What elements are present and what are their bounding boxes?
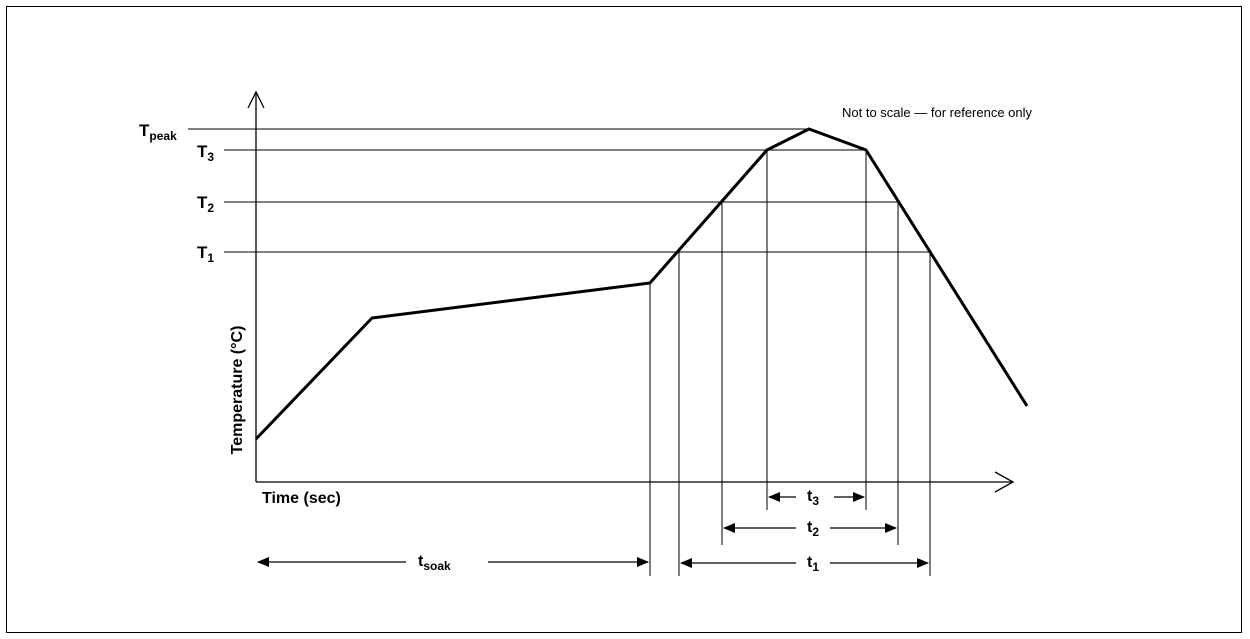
t-soak-interval: tsoak: [257, 553, 649, 573]
t3-interval-label: t3: [807, 488, 819, 508]
y-axis-label: Temperature (°C): [229, 326, 246, 455]
y-axis: [247, 90, 265, 482]
t1-interval: t1: [680, 554, 929, 574]
t-soak-label: tsoak: [418, 553, 451, 573]
time-drop-lines: [649, 150, 931, 576]
t1-interval-label: t1: [807, 554, 819, 574]
figure-frame: [6, 6, 1242, 633]
t3-label: T3: [197, 142, 214, 164]
t-peak-label: Tpeak: [139, 121, 177, 143]
x-axis: [256, 471, 1015, 493]
t3-interval: t3: [768, 488, 865, 508]
t2-interval: t2: [723, 519, 897, 539]
t2-label: T2: [197, 193, 214, 215]
t2-interval-label: t2: [807, 519, 819, 539]
not-to-scale-note: Not to scale — for reference only: [842, 105, 1033, 120]
reflow-profile-curve: [254, 127, 1029, 441]
t1-label: T1: [197, 243, 214, 265]
x-axis-label: Time (sec): [262, 490, 341, 507]
